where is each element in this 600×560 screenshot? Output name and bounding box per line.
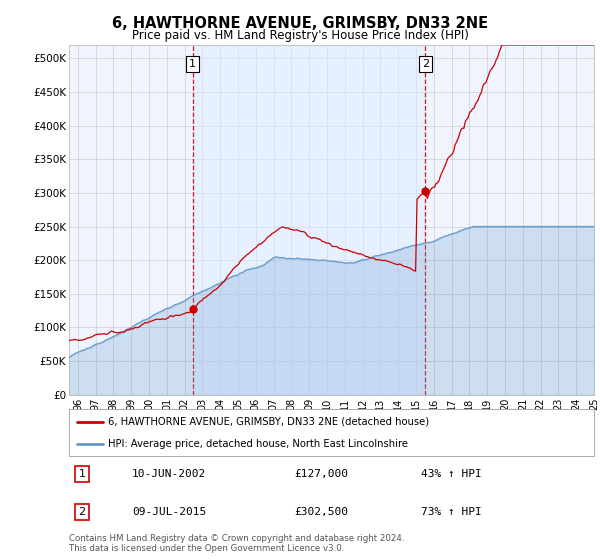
- Text: 2: 2: [79, 507, 86, 517]
- Text: 6, HAWTHORNE AVENUE, GRIMSBY, DN33 2NE (detached house): 6, HAWTHORNE AVENUE, GRIMSBY, DN33 2NE (…: [109, 417, 430, 427]
- Text: 1: 1: [79, 469, 86, 479]
- Text: 09-JUL-2015: 09-JUL-2015: [132, 507, 206, 517]
- Text: 73% ↑ HPI: 73% ↑ HPI: [421, 507, 482, 517]
- Text: 2: 2: [422, 59, 429, 69]
- Text: Contains HM Land Registry data © Crown copyright and database right 2024.
This d: Contains HM Land Registry data © Crown c…: [69, 534, 404, 553]
- Text: 1: 1: [189, 59, 196, 69]
- Text: Price paid vs. HM Land Registry's House Price Index (HPI): Price paid vs. HM Land Registry's House …: [131, 29, 469, 42]
- Text: £302,500: £302,500: [295, 507, 349, 517]
- Text: 10-JUN-2002: 10-JUN-2002: [132, 469, 206, 479]
- Text: 43% ↑ HPI: 43% ↑ HPI: [421, 469, 482, 479]
- Text: 6, HAWTHORNE AVENUE, GRIMSBY, DN33 2NE: 6, HAWTHORNE AVENUE, GRIMSBY, DN33 2NE: [112, 16, 488, 31]
- Bar: [193, 45, 425, 395]
- Text: HPI: Average price, detached house, North East Lincolnshire: HPI: Average price, detached house, Nort…: [109, 438, 409, 449]
- Text: £127,000: £127,000: [295, 469, 349, 479]
